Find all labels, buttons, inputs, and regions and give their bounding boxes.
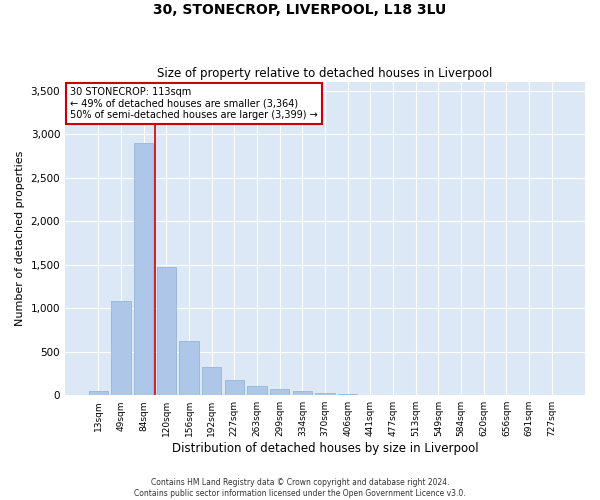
- Bar: [202, 366, 221, 395]
- Bar: [225, 380, 244, 395]
- Y-axis label: Number of detached properties: Number of detached properties: [15, 151, 25, 326]
- Bar: [316, 392, 335, 395]
- Title: Size of property relative to detached houses in Liverpool: Size of property relative to detached ho…: [157, 66, 493, 80]
- Bar: [112, 302, 131, 395]
- Bar: [134, 143, 153, 395]
- Bar: [338, 394, 358, 395]
- Bar: [293, 391, 312, 395]
- Bar: [89, 391, 108, 395]
- X-axis label: Distribution of detached houses by size in Liverpool: Distribution of detached houses by size …: [172, 442, 478, 455]
- Bar: [179, 342, 199, 395]
- Bar: [247, 386, 266, 395]
- Bar: [361, 394, 380, 395]
- Bar: [157, 268, 176, 395]
- Bar: [270, 389, 289, 395]
- Text: Contains HM Land Registry data © Crown copyright and database right 2024.
Contai: Contains HM Land Registry data © Crown c…: [134, 478, 466, 498]
- Text: 30, STONECROP, LIVERPOOL, L18 3LU: 30, STONECROP, LIVERPOOL, L18 3LU: [154, 2, 446, 16]
- Text: 30 STONECROP: 113sqm
← 49% of detached houses are smaller (3,364)
50% of semi-de: 30 STONECROP: 113sqm ← 49% of detached h…: [70, 87, 318, 120]
